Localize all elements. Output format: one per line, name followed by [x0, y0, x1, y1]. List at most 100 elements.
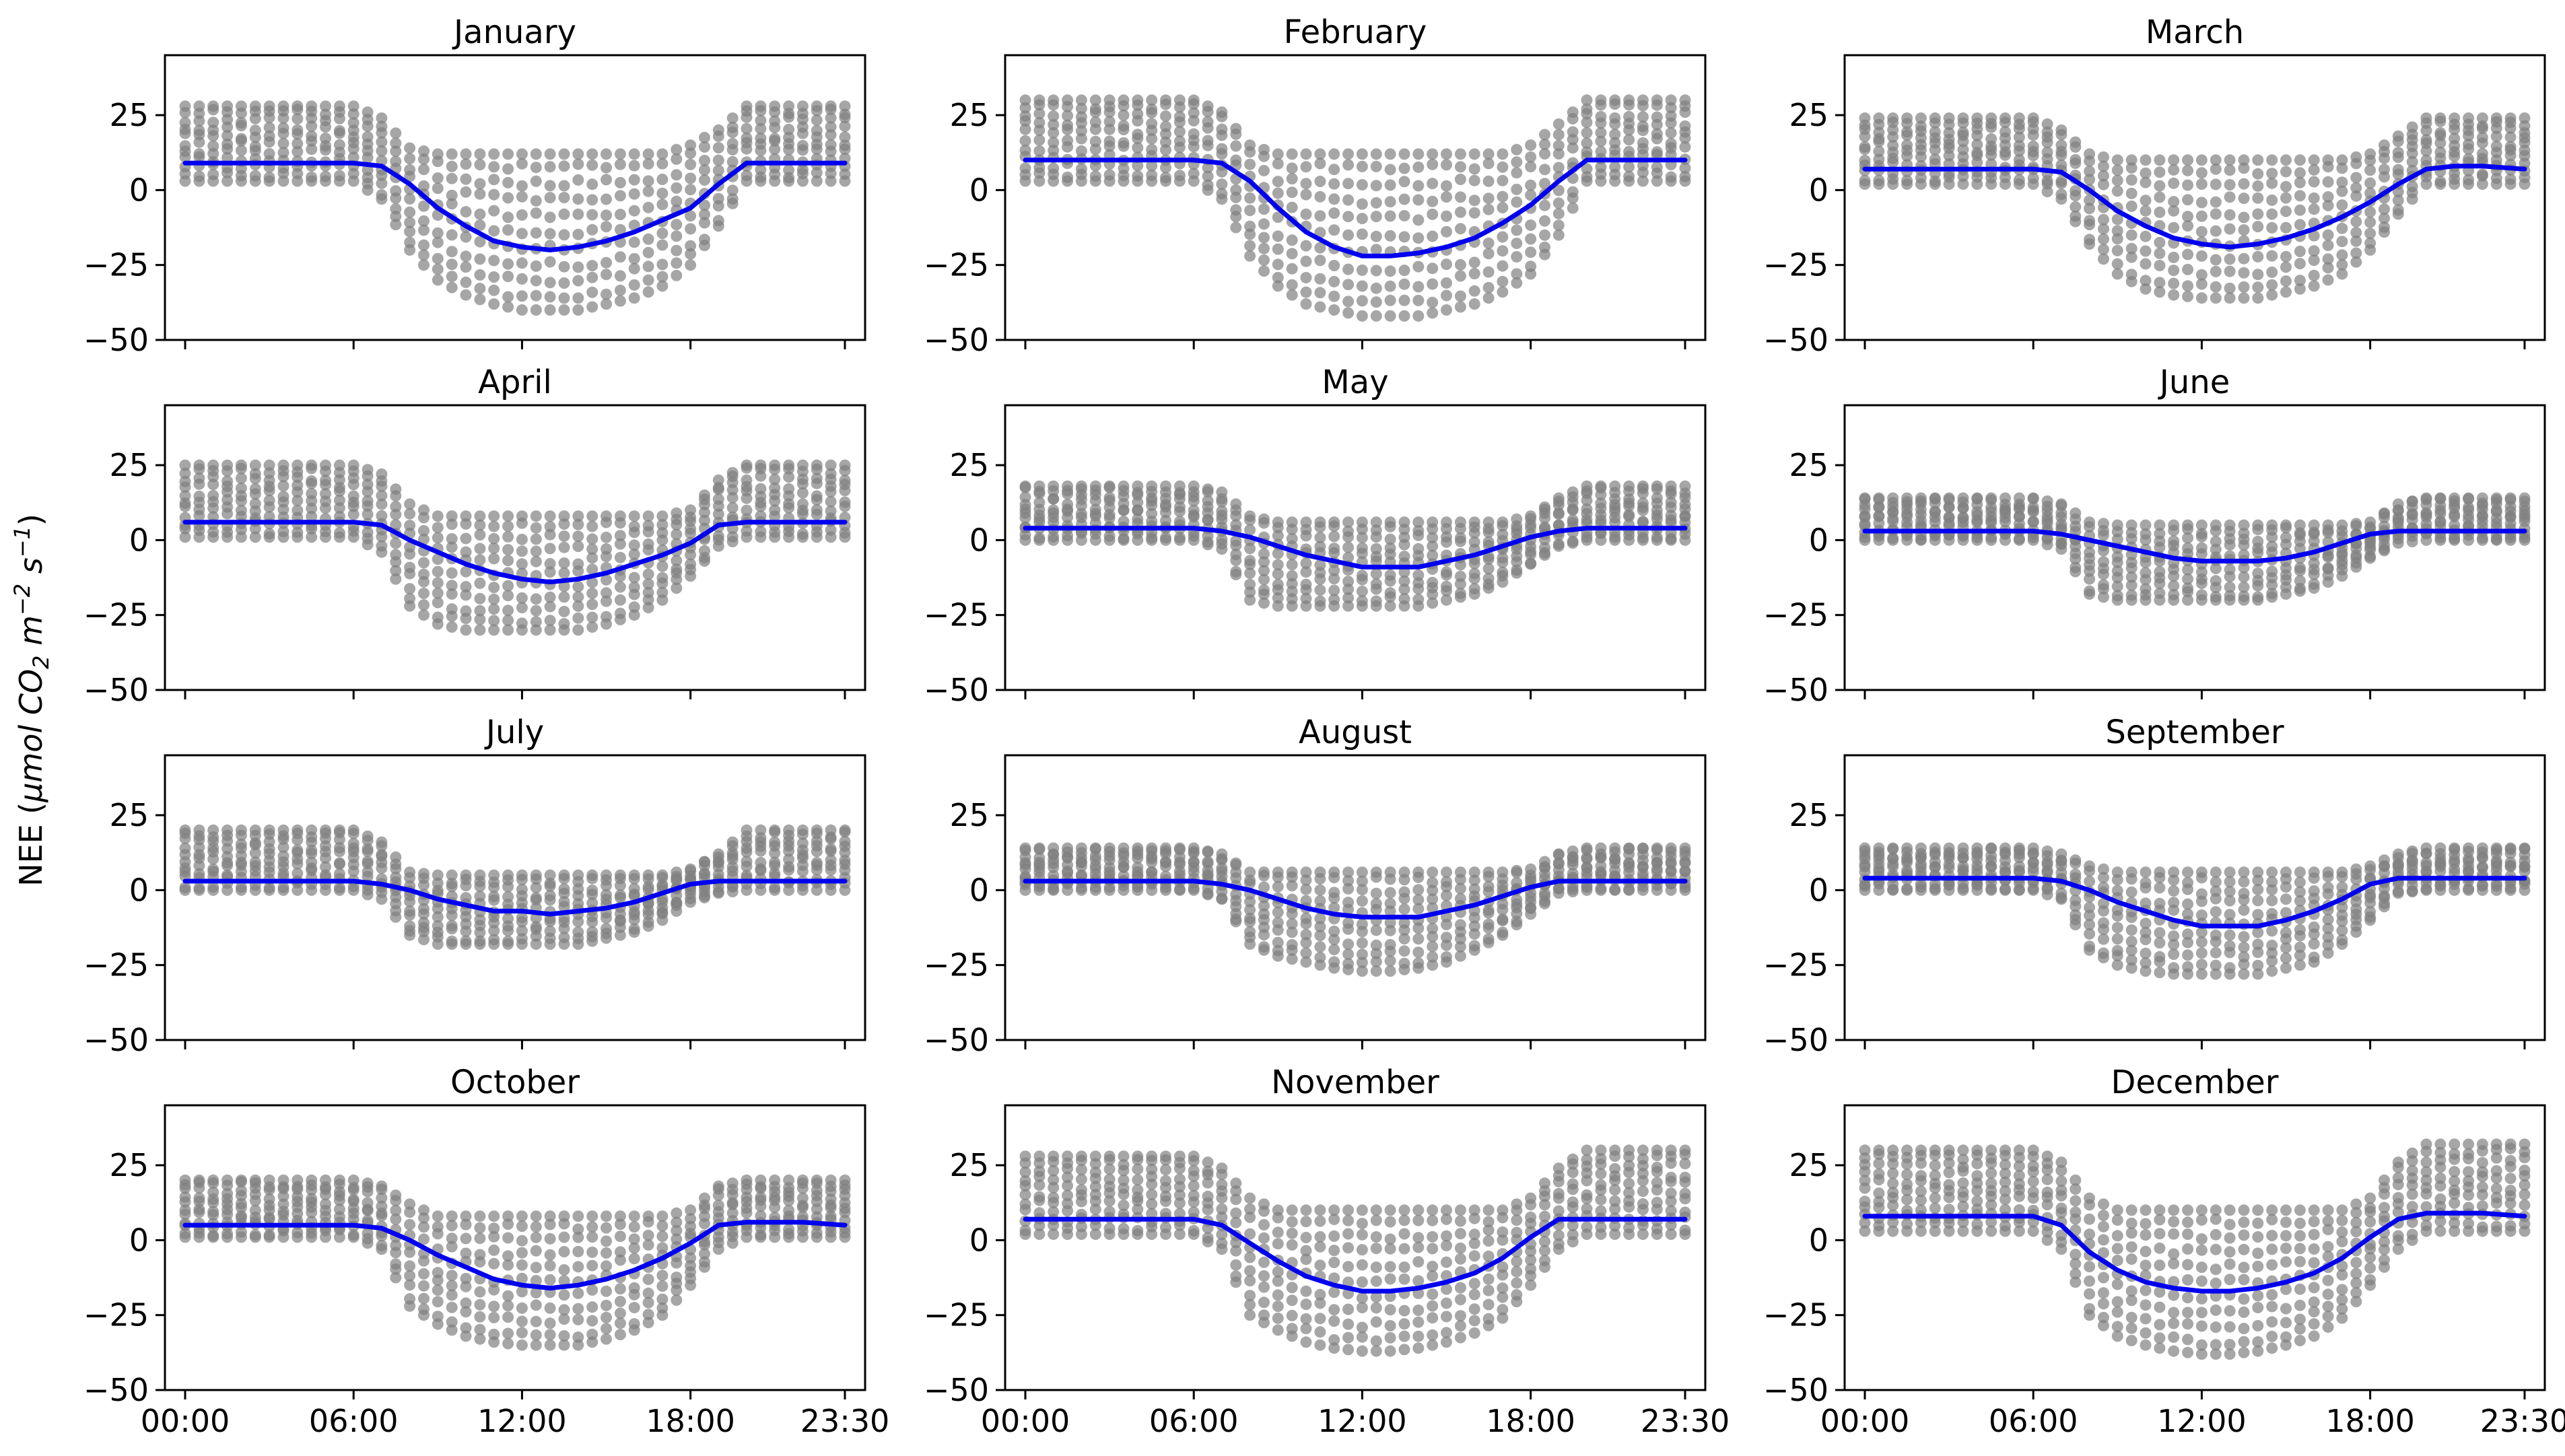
scatter-point: [263, 495, 275, 506]
scatter-point: [1609, 534, 1621, 546]
scatter-point: [460, 206, 472, 218]
scatter-point: [306, 175, 318, 187]
scatter-point: [432, 553, 444, 565]
scatter-point: [1384, 569, 1396, 581]
scatter-point: [333, 510, 345, 522]
scatter-point: [2266, 565, 2278, 578]
y-tick-label: −25: [924, 247, 989, 283]
scatter-point: [1595, 127, 1607, 139]
scatter-point: [642, 510, 654, 522]
scatter-point: [1623, 534, 1635, 546]
scatter-point: [2266, 208, 2278, 220]
scatter-point: [362, 830, 374, 842]
scatter-points: [179, 100, 851, 316]
scatter-point: [628, 539, 640, 551]
scatter-point: [1957, 112, 1969, 124]
scatter-point: [1525, 863, 1537, 875]
scatter-point: [769, 100, 781, 112]
scatter-point: [796, 531, 809, 543]
scatter-point: [628, 869, 640, 881]
scatter-point: [376, 193, 388, 205]
scatter-point: [1118, 480, 1130, 492]
scatter-point: [502, 301, 514, 313]
scatter-point: [1887, 112, 1899, 124]
scatter-point: [1957, 884, 1969, 896]
scatter-point: [1412, 516, 1425, 528]
scatter-point: [671, 182, 683, 194]
scatter-point: [2098, 178, 2109, 190]
scatter-point: [2406, 886, 2418, 898]
scatter-point: [1468, 298, 1480, 310]
scatter-point: [586, 598, 598, 611]
scatter-point: [1356, 542, 1368, 554]
scatter-point: [390, 537, 402, 549]
scatter-point: [1929, 112, 1941, 124]
scatter-point: [2041, 118, 2053, 130]
scatter-point: [628, 188, 640, 200]
scatter-point: [811, 531, 823, 543]
scatter-point: [1075, 480, 1087, 492]
scatter-point: [699, 131, 710, 143]
scatter-point: [221, 130, 234, 142]
scatter-point: [1398, 162, 1410, 174]
scatter-point: [1441, 956, 1452, 968]
scatter-point: [1272, 230, 1284, 242]
scatter-point: [1679, 162, 1691, 174]
scatter-point: [1216, 893, 1228, 905]
scatter-point: [1146, 508, 1158, 520]
scatter-point: [1188, 114, 1200, 127]
scatter-point: [1146, 884, 1158, 896]
scatter-point: [2125, 886, 2138, 898]
scatter-point: [474, 529, 486, 541]
scatter-point: [1887, 492, 1899, 504]
scatter-point: [221, 138, 234, 150]
scatter-point: [712, 848, 724, 860]
scatter-point: [1370, 939, 1382, 951]
scatter-point: [488, 284, 500, 296]
scatter-point: [572, 518, 584, 530]
scatter-point: [558, 541, 570, 553]
scatter-point: [277, 824, 289, 836]
scatter-point: [783, 483, 795, 495]
scatter-point: [544, 600, 556, 613]
scatter-point: [1342, 263, 1355, 275]
scatter-point: [390, 508, 402, 520]
scatter-point: [418, 504, 430, 516]
scatter-point: [1328, 260, 1340, 271]
scatter-point: [1216, 486, 1228, 498]
scatter-point: [362, 508, 374, 520]
scatter-point: [1146, 866, 1158, 878]
scatter-point: [558, 180, 570, 192]
scatter-point: [362, 539, 374, 551]
scatter-point: [755, 114, 767, 127]
scatter-point: [1202, 539, 1214, 551]
scatter-point: [2224, 563, 2236, 576]
scatter-point: [601, 543, 612, 555]
scatter-point: [235, 175, 247, 187]
scatter-point: [2364, 206, 2376, 218]
scatter-point: [601, 162, 612, 174]
scatter-point: [586, 533, 598, 545]
scatter-point: [1679, 175, 1691, 187]
scatter-point: [1103, 884, 1116, 896]
scatter-point: [2238, 162, 2250, 174]
scatter-point: [558, 606, 570, 617]
scatter-point: [179, 1174, 191, 1186]
scatter-point: [2266, 289, 2278, 301]
scatter-point: [1552, 118, 1565, 130]
scatter-point: [1623, 110, 1635, 123]
scatter-point: [586, 510, 598, 522]
scatter-point: [2111, 233, 2123, 245]
scatter-point: [1581, 175, 1593, 187]
scatter-point: [1637, 516, 1649, 528]
scatter-point: [1985, 133, 1997, 145]
scatter-point: [2392, 164, 2404, 176]
scatter-point: [628, 160, 640, 172]
scatter-point: [1216, 505, 1228, 517]
scatter-point: [2504, 884, 2517, 896]
scatter-point: [1412, 261, 1425, 273]
scatter-point: [2449, 884, 2461, 896]
